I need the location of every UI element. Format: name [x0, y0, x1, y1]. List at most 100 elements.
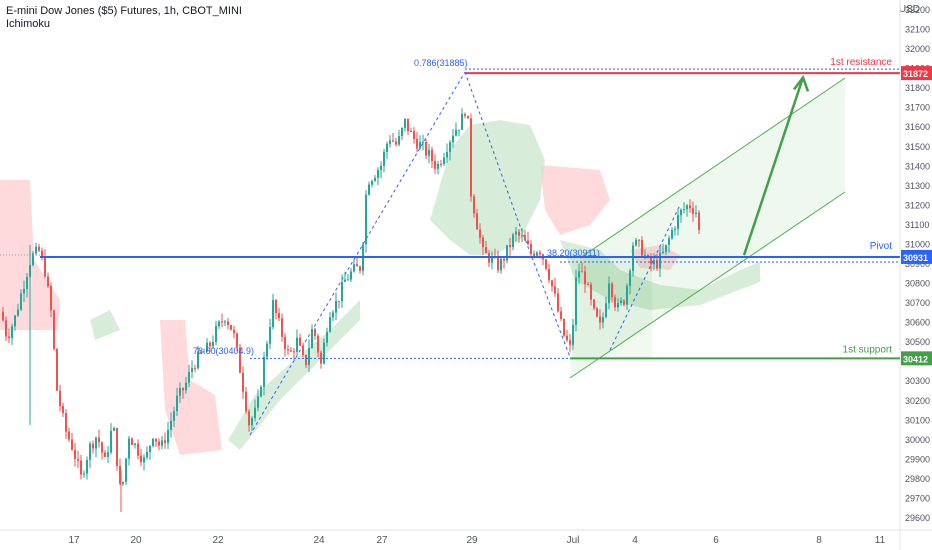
candle-body	[128, 438, 130, 459]
candle-body	[122, 481, 124, 484]
candle-body	[503, 258, 505, 261]
candle-body	[437, 163, 439, 169]
candle-body	[650, 257, 652, 265]
fib-label: 0.786(31885)	[414, 58, 468, 68]
candle-body	[227, 321, 229, 326]
y-tick-label: 30200	[905, 396, 930, 406]
candle-body	[83, 473, 85, 475]
candle-body	[491, 256, 493, 263]
candle-body	[95, 437, 97, 449]
candle-body	[449, 142, 451, 153]
candle-body	[521, 235, 523, 237]
y-tick-label: 31300	[905, 181, 930, 191]
candle-body	[506, 245, 508, 261]
candle-body	[443, 157, 445, 165]
candle-body	[500, 258, 502, 271]
candle-body	[452, 135, 454, 143]
candle-body	[77, 459, 79, 461]
candle-body	[464, 114, 466, 116]
candle-body	[371, 180, 373, 185]
candle-body	[17, 309, 19, 316]
candle-body	[467, 115, 469, 119]
ichimoku-bear-cloud-1	[160, 320, 222, 455]
price-badge-label: 30412	[903, 354, 928, 364]
candle-body	[44, 257, 46, 277]
candle-body	[131, 438, 133, 446]
candle-body	[419, 142, 421, 149]
candle-body	[548, 268, 550, 281]
y-tick-label: 31700	[905, 103, 930, 113]
y-tick-label: 30300	[905, 376, 930, 386]
candle-body	[329, 317, 331, 332]
y-tick-label: 30500	[905, 337, 930, 347]
candle-body	[578, 271, 580, 278]
price-badge	[901, 66, 932, 81]
candle-body	[236, 333, 238, 348]
candle-body	[365, 194, 367, 245]
candle-body	[638, 239, 640, 241]
ichimoku-bear-cloud-2	[540, 165, 610, 235]
candle-body	[470, 118, 472, 197]
fib-trend-line-0	[249, 71, 466, 436]
candle-body	[38, 246, 40, 251]
candle-body	[167, 429, 169, 444]
candle-body	[512, 234, 514, 248]
x-tick-label: 29	[466, 535, 478, 546]
candle-body	[137, 443, 139, 456]
candle-body	[110, 430, 112, 453]
candle-body	[482, 237, 484, 248]
candle-body	[623, 300, 625, 305]
candle-body	[65, 413, 67, 432]
ichimoku-bull-cloud-2	[430, 120, 545, 255]
candle-body	[356, 264, 358, 267]
candle-body	[143, 457, 145, 463]
candle-body	[113, 427, 115, 431]
candle-body	[602, 317, 604, 323]
candle-body	[524, 235, 526, 241]
x-tick-label: 24	[313, 535, 325, 546]
candle-body	[326, 331, 328, 343]
candle-body	[320, 352, 322, 364]
candle-body	[671, 229, 673, 239]
price-badge-label: 30931	[903, 253, 928, 263]
candle-body	[572, 324, 574, 345]
candle-body	[8, 336, 10, 339]
candle-body	[359, 266, 361, 271]
candle-body	[290, 350, 292, 352]
projection-arrow-head	[793, 74, 810, 92]
y-tick-label: 32100	[905, 25, 930, 35]
x-tick-label: 22	[212, 535, 224, 546]
candle-body	[281, 318, 283, 337]
candle-body	[368, 184, 370, 195]
indicator-label: Ichimoku	[6, 18, 51, 30]
candle-body	[263, 356, 265, 387]
candle-body	[164, 440, 166, 444]
candle-body	[272, 300, 274, 328]
candle-body	[26, 276, 28, 289]
candle-body	[215, 326, 217, 342]
candle-body	[581, 271, 583, 273]
candle-body	[605, 303, 607, 318]
candle-body	[353, 264, 355, 272]
candle-body	[92, 443, 94, 449]
candle-body	[557, 293, 559, 312]
candle-body	[200, 351, 202, 353]
resistance-label: 1st resistance	[830, 57, 892, 68]
candle-body	[158, 441, 160, 446]
candle-body	[68, 431, 70, 440]
channel-lower-line	[569, 191, 846, 379]
candle-body	[20, 293, 22, 310]
candle-body	[413, 130, 415, 139]
candle-body	[668, 238, 670, 245]
candle-body	[599, 316, 601, 323]
candle-body	[185, 382, 187, 391]
x-tick-label: 27	[376, 535, 388, 546]
candle-body	[23, 288, 25, 294]
fib-trend-line-2	[516, 217, 571, 358]
candle-body	[386, 143, 388, 152]
candle-body	[407, 118, 409, 132]
candle-body	[584, 271, 586, 285]
candle-body	[80, 460, 82, 475]
candle-body	[170, 420, 172, 430]
